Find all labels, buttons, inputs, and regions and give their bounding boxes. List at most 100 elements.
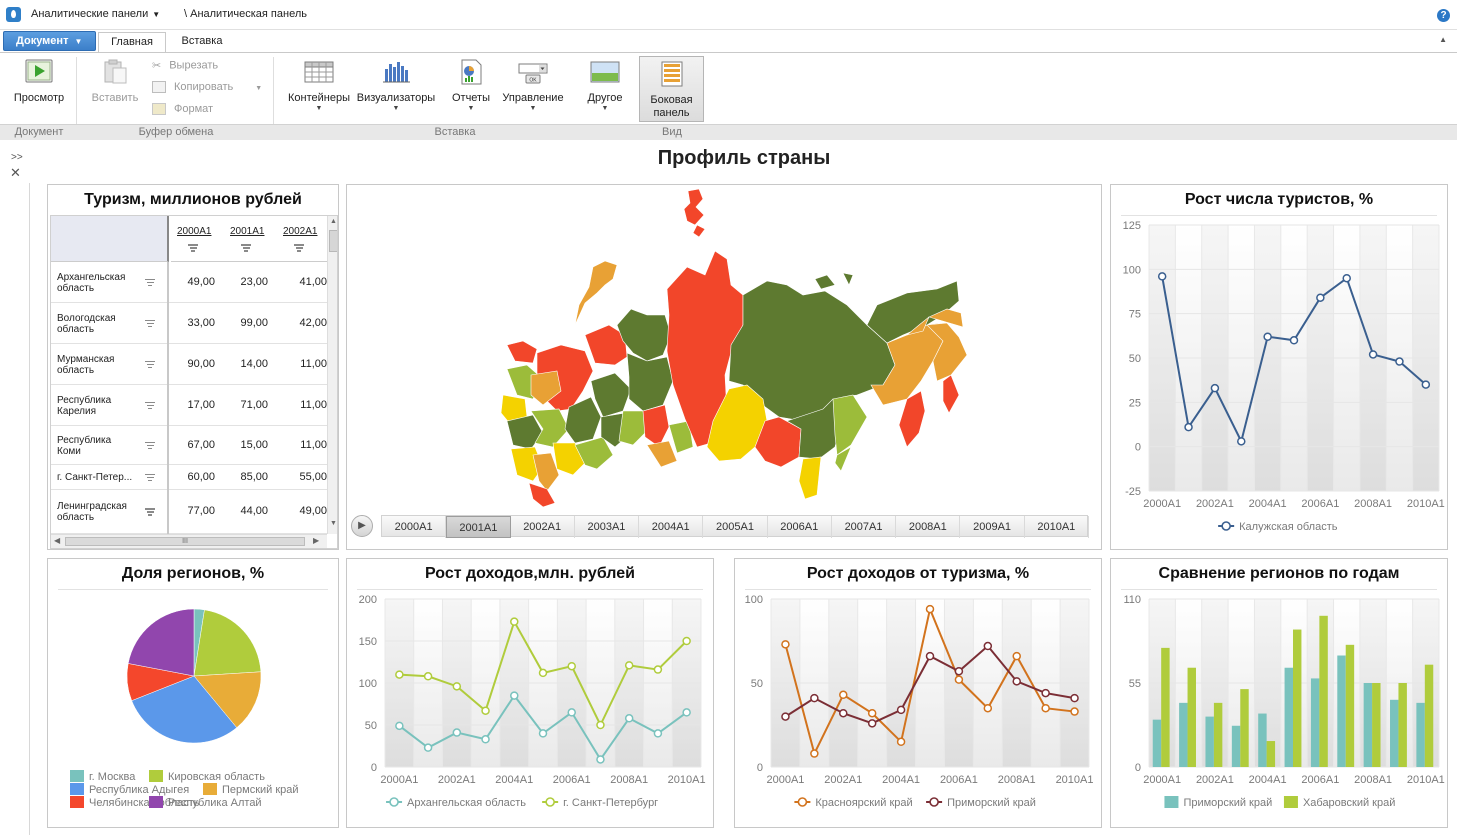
table-cell[interactable]: 90,00 — [187, 357, 215, 370]
table-cell[interactable]: 23,00 — [240, 275, 268, 288]
tab-home[interactable]: Главная — [98, 32, 166, 53]
timeline-period[interactable]: 2003A1 — [575, 516, 640, 538]
timeline-slider[interactable]: 2000A1 2001A1 2002A1 2003A1 2004A1 2005A1 2006… — [381, 515, 1089, 538]
filter-icon[interactable] — [241, 244, 251, 252]
table-cell[interactable]: 17,00 — [187, 398, 215, 411]
bar — [1205, 716, 1214, 767]
timeline-period[interactable]: 2006A1 — [768, 516, 832, 538]
filter-icon[interactable] — [294, 244, 304, 252]
table-cell[interactable]: 41,00 — [299, 275, 327, 288]
region-shape — [626, 352, 674, 412]
table-cell[interactable]: 55,00 — [299, 470, 327, 483]
column-header[interactable]: 2002A1 — [283, 226, 318, 237]
data-point — [925, 651, 935, 661]
table-row[interactable]: Мурманская область 90,00 14,00 11,00 — [51, 344, 327, 385]
table-row[interactable]: Вологодская область 33,00 99,00 42,00 — [51, 303, 327, 344]
region-shape — [832, 394, 868, 456]
table-cell[interactable]: 49,00 — [187, 275, 215, 288]
russia-map[interactable] — [347, 185, 1101, 549]
scroll-thumb[interactable] — [329, 230, 337, 252]
vertical-scrollbar[interactable]: ▲ ▼ — [327, 216, 337, 534]
side-panel-button[interactable]: Боковая панель — [639, 56, 704, 122]
data-point — [1237, 437, 1246, 446]
filter-icon[interactable] — [145, 401, 155, 410]
table-cell[interactable]: 11,00 — [300, 398, 327, 411]
legend-label: Пермский край — [222, 784, 299, 796]
timeline-period[interactable]: 2002A1 — [511, 516, 575, 538]
horizontal-scrollbar[interactable]: ◀ III ▶ — [51, 534, 327, 548]
table-cell[interactable]: 60,00 — [187, 470, 215, 483]
tab-insert[interactable]: Вставка — [181, 35, 223, 47]
timeline-period[interactable]: 2000A1 — [382, 516, 447, 538]
timeline-period[interactable]: 2010A1 — [1025, 516, 1089, 538]
timeline-period[interactable]: 2004A1 — [639, 516, 704, 538]
timeline-period[interactable]: 2009A1 — [960, 516, 1025, 538]
timeline-period[interactable]: 2008A1 — [896, 516, 961, 538]
filter-icon[interactable] — [145, 473, 155, 482]
preview-icon — [25, 59, 53, 83]
containers-button[interactable]: Контейнеры ▼ — [284, 59, 354, 113]
expand-panel-icon[interactable]: >> — [11, 152, 23, 163]
data-point — [567, 708, 576, 717]
collapse-ribbon-icon[interactable]: ▲ — [1439, 35, 1447, 44]
table-cell[interactable]: 44,00 — [240, 505, 268, 517]
table-cell[interactable]: 77,00 — [187, 505, 215, 517]
table-cell[interactable]: 85,00 — [240, 470, 268, 483]
column-header[interactable]: 2001A1 — [230, 226, 265, 237]
table-cell[interactable]: 49,00 — [299, 505, 327, 517]
panel-title: Рост числа туристов, % — [1184, 191, 1374, 208]
play-button[interactable]: ▶ — [351, 515, 373, 537]
bar — [1266, 741, 1276, 767]
close-icon[interactable]: ✕ — [10, 165, 21, 180]
table-row[interactable]: Архангельская область 49,00 23,00 41,00 — [51, 262, 327, 303]
document-menu-button[interactable]: Документ ▼ — [3, 31, 96, 51]
table-cell[interactable]: 11,00 — [300, 357, 327, 370]
preview-button[interactable]: Просмотр — [8, 59, 70, 105]
filter-icon[interactable] — [145, 508, 155, 516]
other-button[interactable]: Другое ▼ — [578, 59, 632, 113]
tick-label: 55 — [1129, 678, 1141, 690]
table-cell[interactable]: 33,00 — [187, 316, 215, 329]
paste-button[interactable]: Вставить — [86, 59, 144, 105]
table-cell[interactable]: 11,00 — [300, 438, 327, 451]
timeline-period[interactable]: 2001A1 — [446, 516, 511, 538]
reports-button[interactable]: Отчеты ▼ — [446, 59, 496, 113]
filter-icon[interactable] — [145, 278, 155, 287]
table-cell[interactable]: 42,00 — [299, 316, 327, 329]
region-shape — [642, 404, 670, 448]
table-cell[interactable]: 71,00 — [240, 398, 268, 411]
column-header[interactable]: 2000A1 — [177, 226, 212, 237]
data-point — [1012, 677, 1021, 686]
divider — [745, 589, 1091, 590]
filter-icon[interactable] — [145, 360, 155, 369]
scroll-right-icon[interactable]: ▶ — [313, 536, 320, 545]
scroll-up-icon[interactable]: ▲ — [330, 218, 337, 225]
table-row[interactable]: Республика Коми 67,00 15,00 11,00 — [51, 426, 327, 465]
copy-button[interactable]: Копировать ▼ — [152, 81, 262, 94]
cut-button[interactable]: ✂ Вырезать — [152, 59, 218, 72]
timeline-period[interactable]: 2005A1 — [703, 516, 768, 538]
filter-icon[interactable] — [188, 244, 198, 252]
tick-label: 2004A1 — [1249, 774, 1287, 786]
table-cell[interactable]: 14,00 — [240, 357, 268, 370]
controls-button[interactable]: OK Управление ▼ — [498, 59, 568, 113]
format-painter-button[interactable]: Формат — [152, 103, 213, 116]
filter-icon[interactable] — [145, 319, 155, 328]
table-cell[interactable]: 67,00 — [187, 438, 215, 451]
panels-menu[interactable]: Аналитические панели ▼ — [31, 8, 160, 20]
scroll-left-icon[interactable]: ◀ — [54, 536, 61, 545]
scroll-thumb[interactable]: III — [65, 537, 305, 546]
table-cell[interactable]: 15,00 — [240, 438, 268, 451]
visualizers-button[interactable]: Визуализаторы ▼ — [356, 59, 436, 113]
region-shape — [618, 410, 648, 446]
table-cell[interactable]: 99,00 — [240, 316, 268, 329]
table-row[interactable]: г. Санкт-Петер... 60,00 85,00 55,00 — [51, 465, 327, 490]
timeline-period[interactable]: 2007A1 — [832, 516, 897, 538]
table-row[interactable]: Республика Карелия 17,00 71,00 11,00 — [51, 385, 327, 426]
help-icon[interactable]: ? — [1437, 9, 1450, 22]
scroll-down-icon[interactable]: ▼ — [330, 520, 337, 527]
data-point — [1157, 272, 1167, 281]
table-row[interactable]: Ленинградская область 77,00 44,00 49,00 — [51, 490, 327, 534]
filter-icon[interactable] — [145, 441, 155, 450]
